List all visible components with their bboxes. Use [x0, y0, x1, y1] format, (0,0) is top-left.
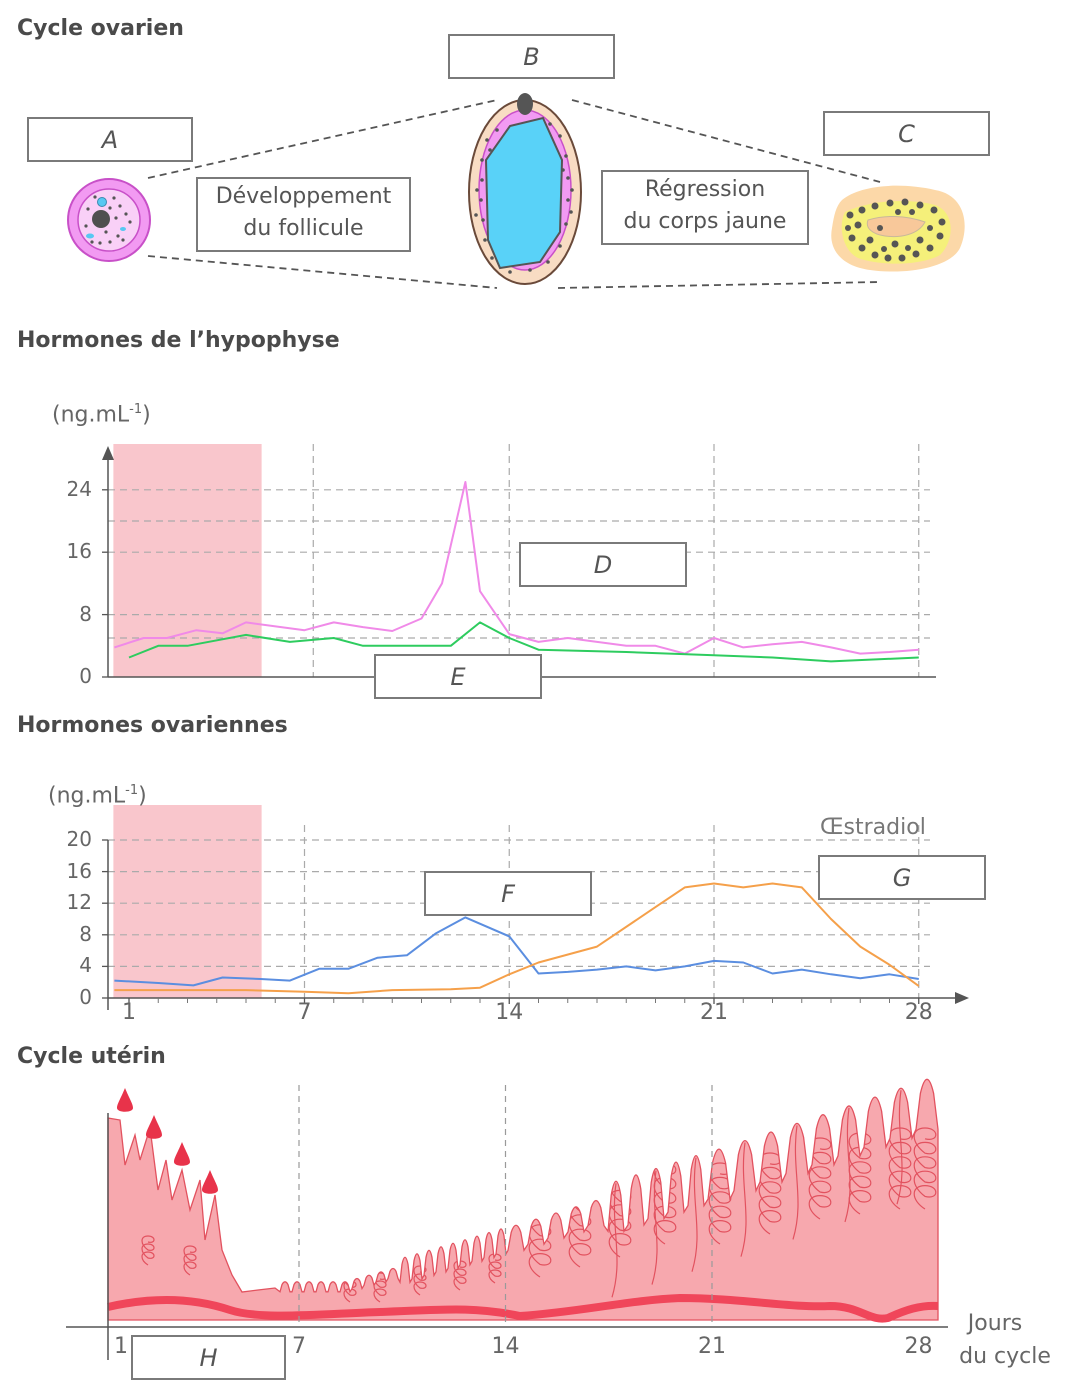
estradiol-series-label: Œstradiol — [820, 815, 926, 840]
connector-lines — [147, 99, 881, 289]
x-axis-title-line2: du cycle — [959, 1344, 1051, 1369]
series-line-f — [114, 916, 919, 987]
series-line-g — [114, 882, 920, 995]
uterine-gland — [792, 1125, 799, 1240]
regression-line1: Régression — [644, 177, 766, 202]
label-box-c: C — [823, 111, 990, 156]
coiled-artery — [413, 1265, 427, 1296]
blood-drop-icon — [174, 1142, 190, 1166]
uterine-gland — [896, 1090, 903, 1205]
x-tick-label: 28 — [904, 1000, 933, 1025]
pituitary-y-unit: (ng.mL-1) — [52, 402, 151, 428]
uterine-x-tick-label: 1 — [114, 1334, 128, 1359]
x-tick-label: 7 — [297, 1000, 312, 1025]
mature-follicle-icon — [468, 93, 582, 285]
label-box-a: A — [27, 117, 193, 162]
label-box-h: H — [131, 1335, 286, 1380]
blood-drop-icon — [202, 1170, 218, 1194]
x-tick-label: 21 — [700, 1000, 728, 1025]
uterine-x-tick-label: 28 — [904, 1334, 933, 1359]
label-box-f: F — [424, 871, 592, 916]
follicle-development-line1: Développement — [215, 184, 392, 209]
uterine-x-tick-label: 7 — [292, 1334, 306, 1359]
label-box-d: D — [519, 542, 687, 587]
uterine-day-gridlines — [298, 1085, 713, 1327]
section-title-ovarian-hormones: Hormones ovariennes — [17, 713, 288, 738]
coiled-artery — [141, 1235, 155, 1266]
x-tick-label: 1 — [122, 1000, 136, 1025]
y-tick-label: 16 — [66, 858, 92, 883]
uterine-x-tick-label: 21 — [698, 1334, 726, 1359]
endometrium-layer — [107, 1078, 939, 1321]
ovarian-y-unit: (ng.mL-1) — [48, 783, 147, 809]
x-axis-title-line1: Jours — [967, 1311, 1023, 1336]
ovarian-cycle-diagram — [67, 93, 965, 289]
coiled-artery — [373, 1272, 387, 1303]
follicle-development-box: Développement du follicule — [196, 177, 411, 252]
regression-line2: du corps jaune — [623, 209, 787, 234]
series-line-e — [128, 621, 919, 663]
label-box-g: G — [818, 855, 986, 900]
uterine-gland — [740, 1142, 747, 1257]
x-axis-arrow — [955, 992, 969, 1004]
coiled-artery — [888, 1127, 912, 1210]
coiled-artery — [708, 1162, 732, 1245]
uterine-gland — [844, 1107, 851, 1223]
corpus-luteum-regression-box: Régression du corps jaune — [601, 170, 809, 245]
section-title-ovarian-cycle: Cycle ovarien — [17, 16, 184, 41]
blood-drop-icon — [146, 1115, 162, 1139]
y-tick-label: 0 — [79, 664, 92, 688]
blood-drop-icon — [117, 1088, 133, 1112]
follicle-development-line2: du follicule — [243, 216, 364, 241]
y-tick-label: 8 — [79, 921, 92, 946]
section-title-uterine-cycle: Cycle utérin — [17, 1044, 166, 1069]
hormone-charts — [102, 444, 969, 1010]
corpus-luteum-icon — [831, 185, 965, 272]
y-tick-label: 16 — [66, 539, 92, 564]
y-tick-label: 20 — [66, 827, 92, 851]
blood-drops — [117, 1088, 218, 1194]
uterine-gland — [651, 1170, 658, 1285]
y-tick-label: 12 — [66, 890, 92, 915]
basal-layer — [107, 1293, 939, 1323]
label-box-b: B — [448, 34, 615, 79]
uterine-gland — [691, 1157, 698, 1272]
y-axis-arrow — [102, 446, 114, 460]
label-box-e: E — [374, 654, 542, 699]
y-tick-label: 4 — [79, 953, 92, 978]
y-tick-label: 24 — [66, 476, 92, 501]
section-title-pituitary-hormones: Hormones de l’hypophyse — [17, 328, 340, 353]
y-tick-label: 8 — [79, 601, 92, 626]
coiled-artery — [913, 1127, 937, 1210]
uterine-x-tick-label: 14 — [491, 1334, 520, 1359]
x-tick-label: 14 — [495, 1000, 524, 1025]
coiled-artery — [183, 1245, 197, 1276]
y-tick-label: 0 — [79, 985, 92, 1009]
coiled-artery — [848, 1132, 872, 1215]
series-line-d — [114, 481, 919, 655]
uterine-gland — [611, 1183, 618, 1298]
primary-follicle-icon — [67, 178, 151, 262]
